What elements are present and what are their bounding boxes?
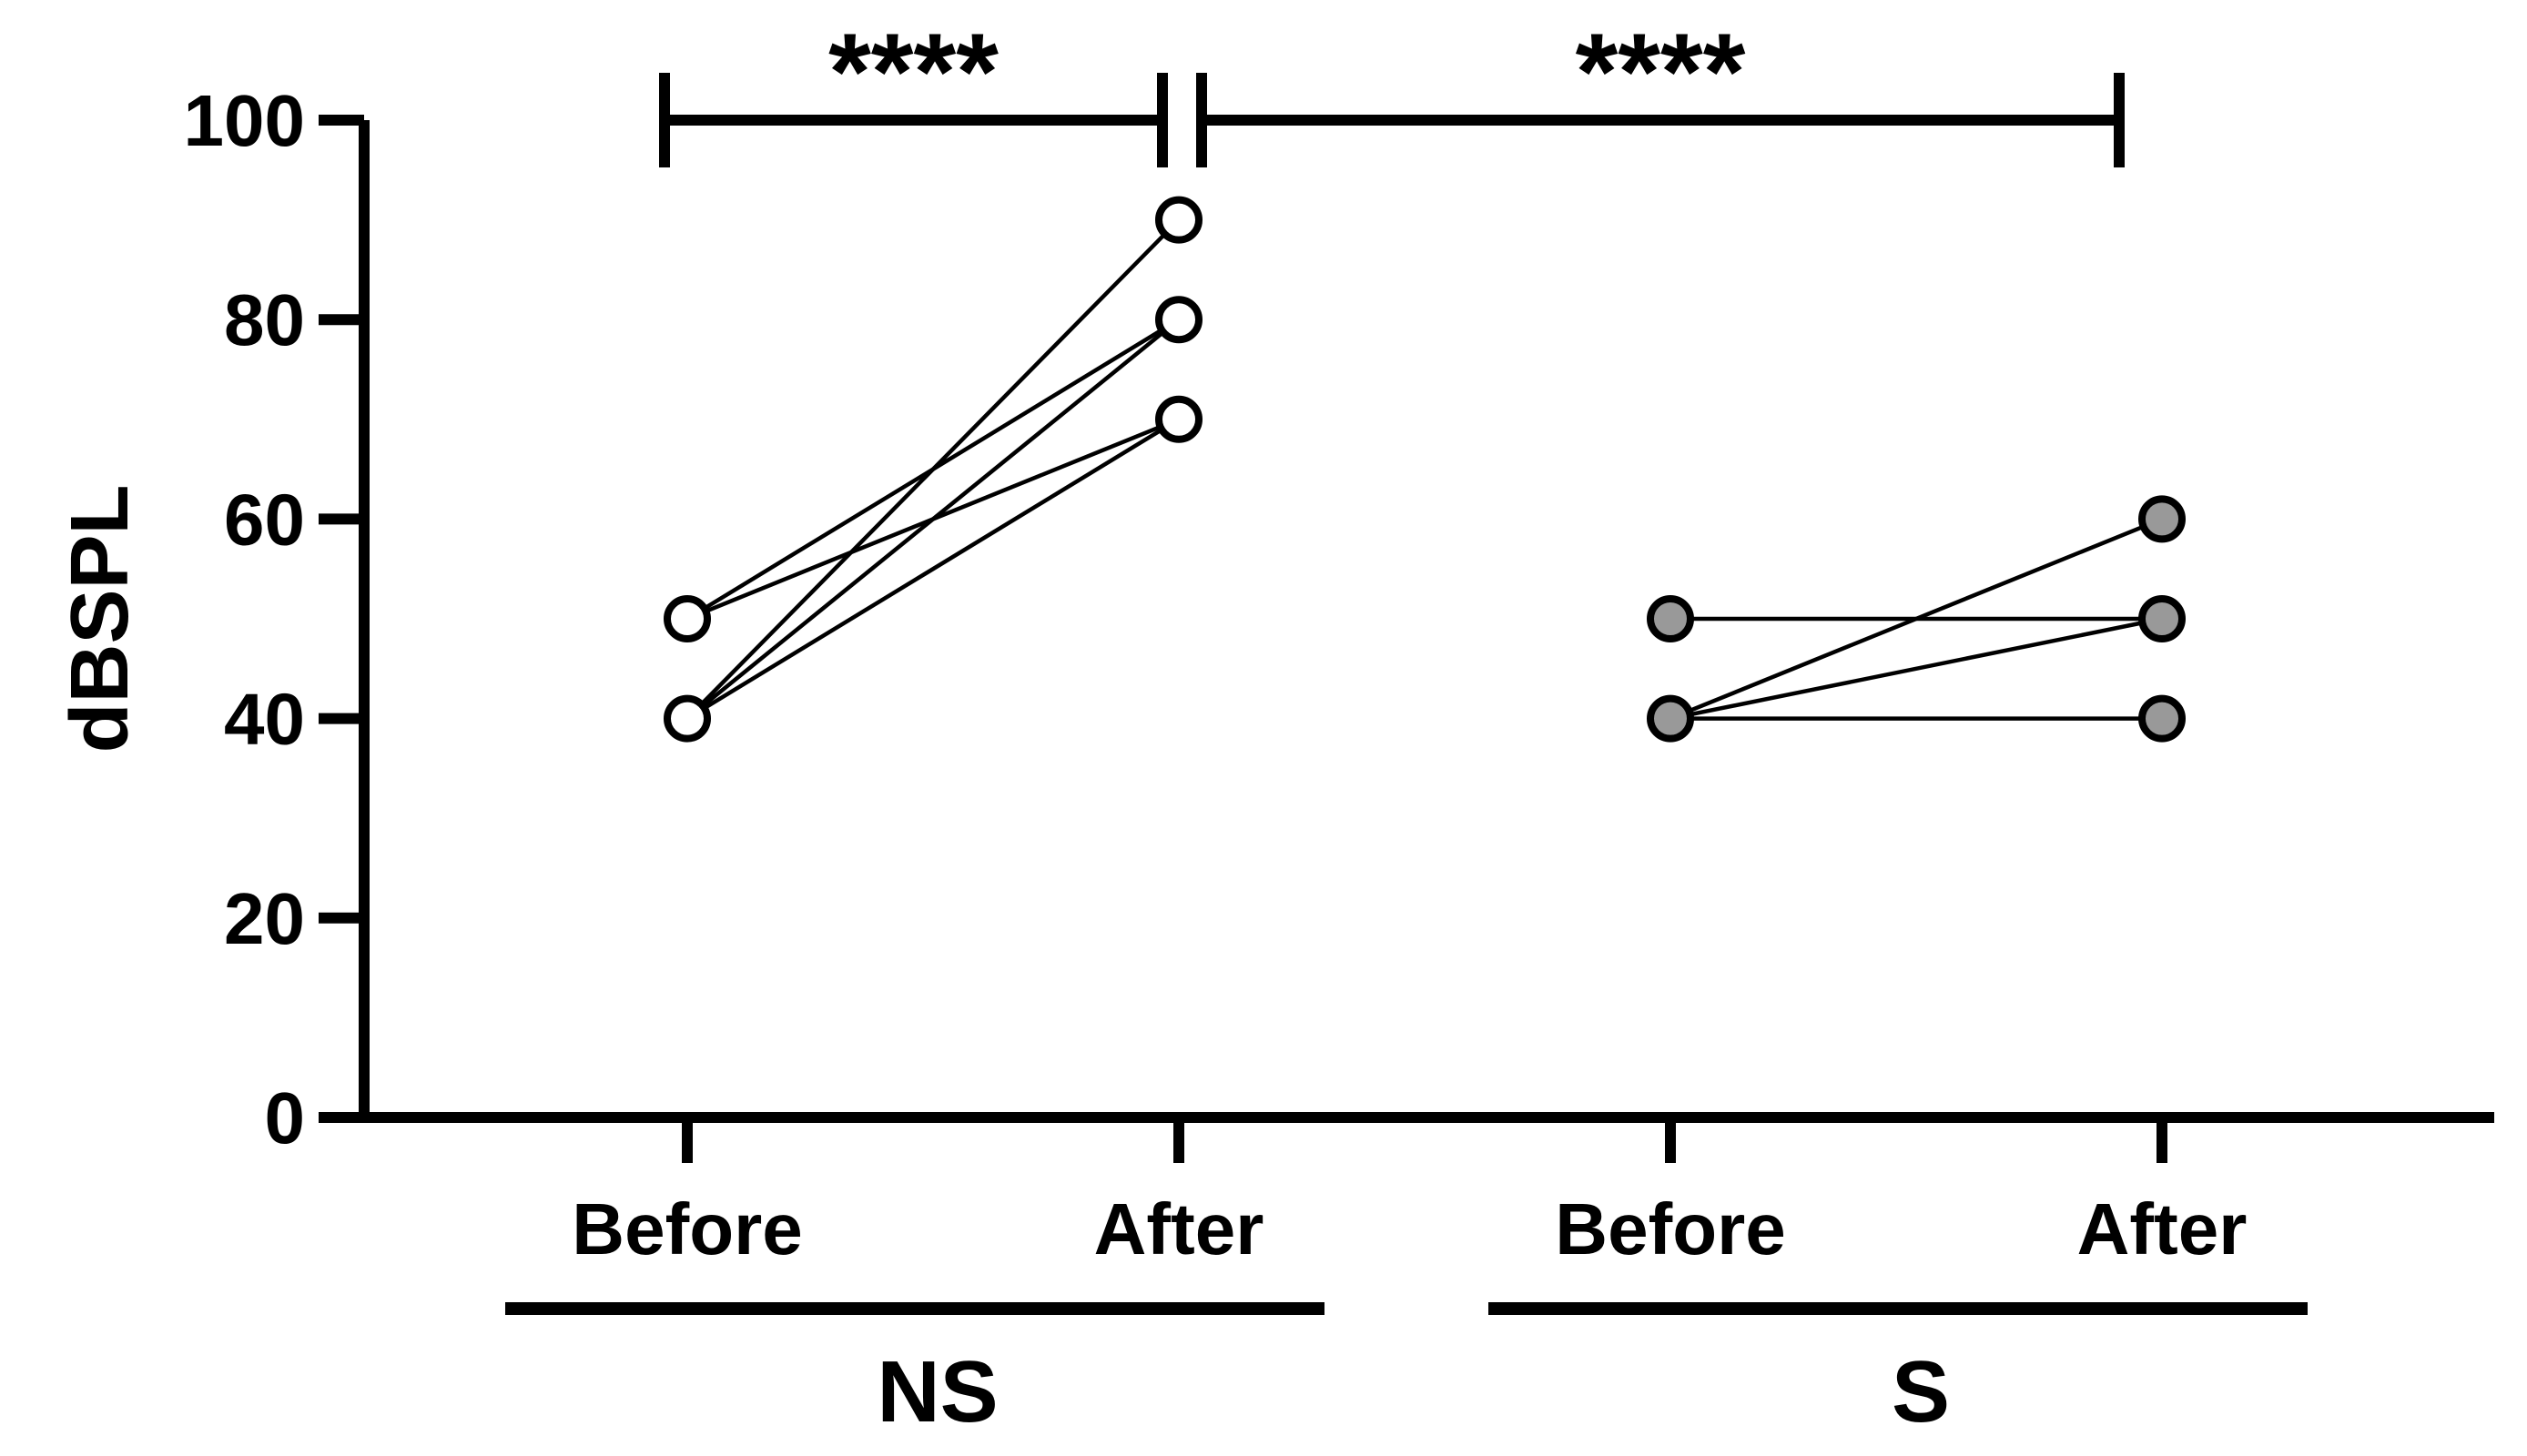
- data-point: [2138, 694, 2186, 743]
- data-point: [1647, 694, 1694, 743]
- y-axis-label: dBSPL: [55, 484, 146, 753]
- significance-stars: ****: [1576, 11, 1746, 133]
- data-point: [664, 595, 711, 642]
- data-point: [2138, 495, 2186, 543]
- group-label: NS: [877, 1343, 998, 1441]
- x-tick-label: After: [1094, 1188, 1264, 1269]
- data-point: [2138, 595, 2186, 642]
- x-tick-label: Before: [1555, 1188, 1785, 1269]
- data-points: [664, 196, 2186, 743]
- axes: [319, 115, 2494, 1315]
- data-point: [1155, 395, 1203, 443]
- significance-stars: ****: [828, 11, 999, 133]
- labels: 0 20 40 60 80 100 dBSPL Before After Before After N…: [55, 11, 2247, 1441]
- y-tick-label: 60: [224, 479, 305, 560]
- pair-line: [685, 218, 1181, 721]
- y-tick-label: 20: [224, 878, 305, 959]
- data-point: [1155, 296, 1203, 344]
- group-label: S: [1892, 1343, 1950, 1441]
- pair-line: [1669, 616, 2163, 721]
- pair-line: [1669, 517, 2163, 721]
- data-point: [1155, 196, 1203, 244]
- pair-line: [685, 318, 1181, 721]
- y-tick-label: 0: [265, 1077, 306, 1158]
- data-point: [1647, 595, 1694, 642]
- pair-line: [685, 417, 1181, 721]
- y-tick-label: 100: [184, 80, 305, 161]
- x-tick-label: Before: [572, 1188, 802, 1269]
- y-tick-label: 80: [224, 279, 305, 360]
- data-point: [664, 694, 711, 743]
- y-tick-label: 40: [224, 679, 305, 760]
- significance-brackets: [659, 73, 2125, 167]
- pair-lines: [685, 218, 2163, 721]
- x-tick-label: After: [2077, 1188, 2248, 1269]
